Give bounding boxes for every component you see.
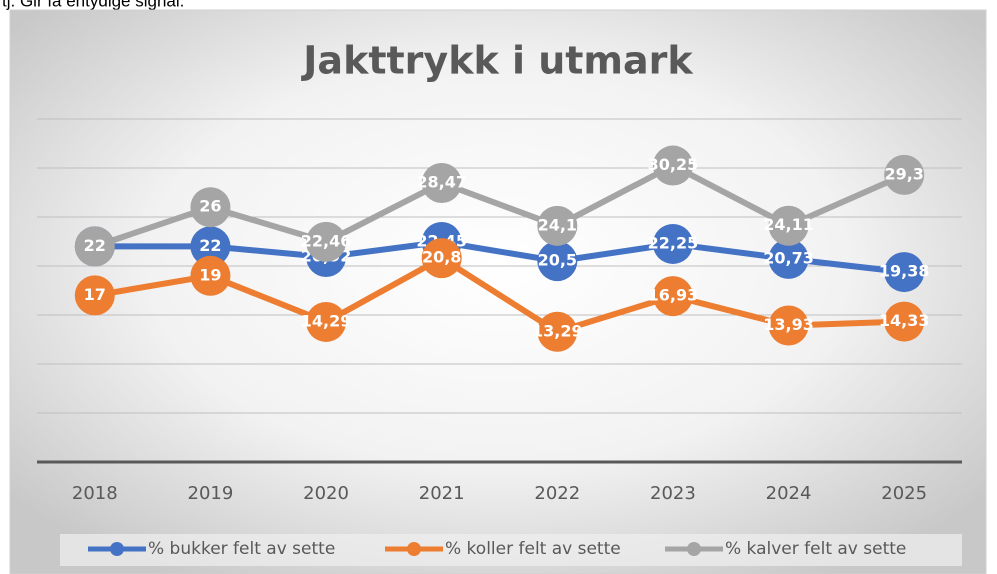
marker — [884, 154, 925, 195]
marker — [652, 223, 693, 264]
marker — [768, 305, 809, 346]
data-label: 22,46 — [301, 231, 352, 250]
x-tick-label: 2025 — [881, 483, 927, 504]
legend-marker — [110, 542, 124, 556]
data-label: 29,3 — [884, 164, 923, 183]
x-tick-label: 2020 — [303, 483, 349, 504]
marker — [190, 226, 231, 267]
marker — [421, 162, 462, 203]
data-label: 22 — [199, 236, 221, 255]
data-label: 13,29 — [532, 321, 583, 340]
data-label: 20,73 — [763, 248, 814, 267]
chart-title: Jakttrykk i utmark — [300, 39, 693, 83]
marker — [884, 301, 925, 342]
data-label: 16,93 — [648, 286, 699, 305]
marker — [884, 252, 925, 293]
marker — [190, 255, 231, 296]
marker — [537, 241, 578, 282]
x-tick-label: 2022 — [534, 483, 580, 504]
legend-marker — [407, 542, 421, 556]
marker — [74, 275, 115, 316]
legend-label: % bukker felt av sette — [148, 539, 335, 559]
marker — [306, 301, 347, 342]
data-label: 22,25 — [648, 233, 699, 252]
marker — [537, 205, 578, 246]
data-label: 24,1 — [538, 215, 577, 234]
x-tick-label: 2023 — [650, 483, 696, 504]
data-label: 30,25 — [648, 155, 699, 174]
data-label: 20,8 — [422, 248, 461, 267]
series-line — [93, 162, 906, 250]
data-label: 20,5 — [538, 251, 577, 270]
data-label: 17 — [84, 285, 106, 304]
data-label: 26 — [199, 197, 221, 216]
data-label: 19 — [199, 265, 221, 284]
x-tick-label: 2024 — [766, 483, 812, 504]
marker — [190, 187, 231, 228]
data-label: 19,38 — [879, 262, 930, 281]
x-tick-label: 2021 — [419, 483, 465, 504]
marker — [652, 145, 693, 186]
data-label: 13,93 — [763, 315, 814, 334]
marker — [421, 238, 462, 279]
marker — [768, 205, 809, 246]
x-tick-label: 2018 — [72, 483, 118, 504]
legend-marker — [687, 542, 701, 556]
marker — [74, 226, 115, 267]
x-tick-label: 2019 — [188, 483, 234, 504]
marker — [537, 311, 578, 352]
marker — [306, 221, 347, 262]
data-label: 14,33 — [879, 311, 930, 330]
legend-box — [60, 534, 962, 566]
data-label: 22 — [84, 236, 106, 255]
marker — [768, 238, 809, 279]
marker — [652, 276, 693, 317]
data-label: 24,11 — [763, 215, 814, 234]
legend-label: % koller felt av sette — [445, 539, 621, 559]
data-label: 14,29 — [301, 311, 352, 330]
legend-label: % kalver felt av sette — [725, 539, 906, 559]
data-label: 28,47 — [416, 172, 467, 191]
note-text: tj. Gir få entydige signal. — [2, 0, 184, 10]
